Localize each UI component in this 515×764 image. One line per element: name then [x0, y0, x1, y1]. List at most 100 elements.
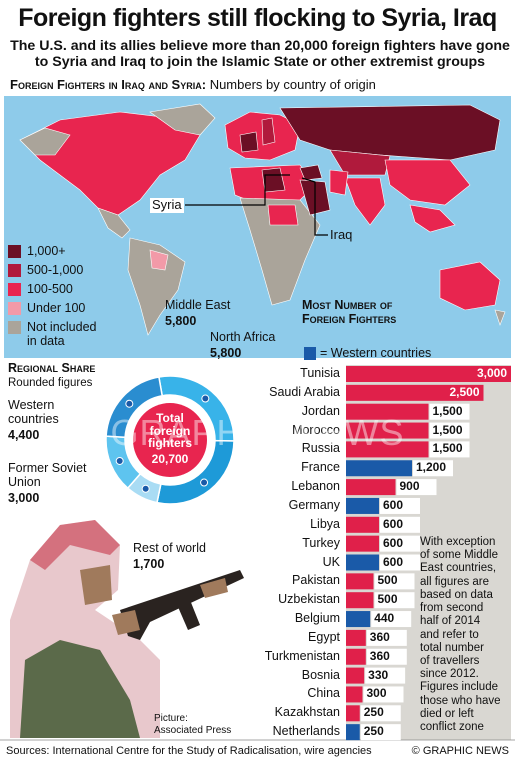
donut-title-text: Regional Share: [8, 361, 96, 375]
legend-label: 100-500: [27, 282, 73, 296]
bar: [346, 366, 511, 382]
bar-value: 1,500: [432, 422, 463, 437]
segment-value: 4,400: [8, 428, 40, 442]
segment-label: Western countries: [8, 398, 59, 427]
bar-value: 360: [369, 648, 390, 663]
legend-label: Not included in data: [27, 320, 97, 349]
credit-line: Associated Press: [154, 724, 232, 736]
note-line: based on data: [420, 588, 493, 601]
legend-label: 500-1,000: [27, 263, 84, 277]
value-box: [366, 629, 407, 646]
bar-category: Saudi Arabia: [269, 384, 340, 399]
bar-value: 440: [374, 611, 395, 626]
bar-title-text: Most Number of Foreign Fighters: [302, 298, 397, 327]
legend-swatch: [8, 321, 21, 334]
bar: [346, 497, 379, 514]
title: Foreign fighters still flocking to Syria…: [18, 4, 497, 32]
segment-dot: [201, 394, 210, 403]
bar: [346, 460, 412, 477]
bar-value: 360: [369, 629, 390, 644]
value-box: [429, 441, 470, 458]
value-box: [429, 422, 470, 439]
bar-category: Tunisia: [300, 366, 340, 380]
note-line: those who have: [420, 694, 501, 707]
bar: [346, 554, 379, 571]
value-box: [413, 460, 453, 477]
bar: [346, 479, 396, 496]
donut-segment: [105, 376, 164, 439]
value-box: [374, 573, 415, 590]
bar-category: China: [307, 686, 340, 701]
legend-swatch: [8, 264, 21, 277]
bar-category: Egypt: [308, 629, 340, 644]
bar-value: 250: [363, 724, 384, 739]
bar: [346, 422, 429, 439]
note-line: died or left: [420, 707, 474, 720]
bar-category: Bosnia: [301, 667, 340, 682]
note-line: of travellers: [420, 654, 480, 667]
bar-category: UK: [322, 554, 340, 569]
legend-label: = Western countries: [320, 346, 432, 360]
bar-value: 600: [383, 516, 404, 531]
legend-label: Under 100: [27, 301, 86, 315]
note-line: East countries,: [420, 562, 497, 575]
bar-value: 250: [363, 705, 384, 720]
bar-value: 900: [399, 479, 420, 494]
note-line: conflict zone: [420, 721, 484, 734]
legend-swatch: [8, 283, 21, 296]
segment-label: Rest of world: [133, 541, 206, 555]
segment-dot: [115, 456, 124, 465]
bar: [346, 648, 366, 665]
value-box: [365, 667, 406, 684]
bar-value: 330: [368, 667, 389, 682]
segment-value: 5,800: [210, 346, 242, 360]
bar-value: 500: [377, 573, 398, 588]
bar-category: Jordan: [301, 403, 340, 418]
photo: [0, 516, 244, 738]
bar: [346, 384, 484, 401]
bar: [346, 403, 429, 420]
segment-dot: [200, 478, 209, 487]
bar-category: Kazakhstan: [274, 705, 340, 720]
note-line: total number: [420, 641, 484, 654]
value-box: [429, 403, 470, 420]
value-box: [380, 516, 420, 533]
bar-category: Belgium: [294, 611, 340, 626]
legend-swatch: [8, 245, 21, 258]
segment-label: Middle East: [165, 298, 231, 312]
map-heading-text: Foreign Fighters in Iraq and Syria:: [10, 77, 207, 92]
note-line: all figures are: [420, 575, 490, 588]
note: With exception of some Middle East countri…: [420, 536, 512, 734]
photo-credit: Picture: Associated Press: [154, 713, 231, 736]
credit-line: Picture:: [154, 713, 188, 724]
bar: [346, 705, 360, 722]
bar: [346, 573, 374, 590]
bar: [346, 592, 374, 609]
segment-label: North Africa: [210, 330, 276, 344]
bar: [346, 724, 360, 741]
segment-value: 1,700: [133, 557, 165, 571]
map-label: Iraq: [330, 227, 353, 242]
bar-category: Pakistan: [292, 573, 340, 588]
copyright: © GRAPHIC NEWS: [411, 745, 509, 757]
bar-category: Netherlands: [272, 724, 340, 739]
bar-category: Lebanon: [291, 479, 340, 494]
bar: [346, 611, 371, 628]
map-pointers: [185, 174, 328, 236]
center-value: 20,700: [151, 452, 189, 466]
bar-value: 1,500: [432, 403, 463, 418]
value-box: [360, 705, 401, 722]
value-box: [371, 611, 412, 628]
note-line: and refer to: [420, 628, 479, 641]
value-box: [366, 648, 407, 665]
segment-label: Former Soviet Union: [8, 461, 87, 490]
bar-category: Turkmenistan: [264, 648, 340, 663]
bar-category: Uzbekistan: [278, 592, 340, 607]
value-box: [380, 497, 420, 514]
bar: [346, 535, 379, 552]
value-box: [363, 686, 404, 703]
segment-dot: [141, 484, 150, 493]
note-line: With exception: [420, 536, 496, 548]
bar-value: 300: [366, 686, 387, 701]
map-subheading: Numbers by country of origin: [209, 77, 376, 92]
